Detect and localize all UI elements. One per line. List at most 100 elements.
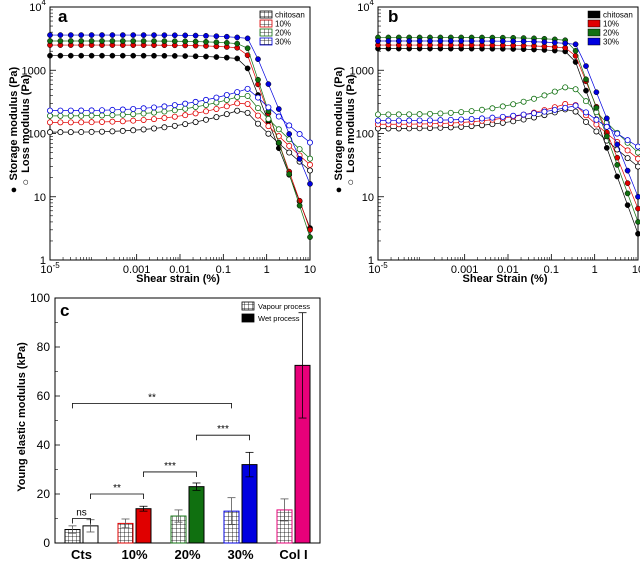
loss-point <box>275 133 282 140</box>
series-chitosan <box>374 45 640 237</box>
loss-point <box>171 107 178 114</box>
loss-point <box>88 107 95 114</box>
bar-wet <box>188 486 205 544</box>
x-tick-exponent: -5 <box>381 261 389 270</box>
loss-point <box>78 107 85 114</box>
storage-point <box>182 32 189 39</box>
x-tick-label: 0.1 <box>544 264 559 276</box>
loss-point <box>520 111 527 118</box>
storage-point <box>67 52 74 59</box>
loss-point <box>140 110 147 117</box>
panel-a-plot: 10-5 0.001 0.01 0.1 1 101101001000104chitosan… <box>22 0 317 276</box>
bar-wet <box>135 508 152 544</box>
loss-point <box>254 94 261 101</box>
y-tick-label: 100 <box>356 129 374 141</box>
storage-point <box>140 52 147 59</box>
storage-point <box>119 32 126 38</box>
storage-point <box>223 39 230 46</box>
loss-point <box>161 103 168 110</box>
legend-label: 10% <box>275 20 291 29</box>
loss-point <box>109 112 116 119</box>
legend-swatch <box>587 10 601 19</box>
loss-point <box>150 109 157 116</box>
loss-point <box>572 86 579 93</box>
loss-point <box>171 122 178 129</box>
storage-point <box>624 202 631 208</box>
panel-c-label: c <box>60 301 69 320</box>
loss-point <box>57 112 64 119</box>
legend-label: 20% <box>603 29 619 38</box>
x-tick-base: 10 <box>40 264 52 276</box>
category-label: 20% <box>174 547 200 562</box>
loss-point <box>306 155 313 162</box>
loss-point <box>306 161 313 168</box>
storage-point <box>583 76 589 83</box>
significance-bracket <box>72 518 91 524</box>
legend-swatch-wet <box>241 313 255 323</box>
legend-swatch <box>587 37 601 46</box>
loss-point <box>562 104 569 111</box>
loss-point <box>635 155 640 162</box>
legend-label: chitosan <box>275 11 305 20</box>
x-tick-label: 10 <box>304 264 316 276</box>
loss-point <box>202 116 209 123</box>
x-tick-label: 10 <box>632 264 640 276</box>
loss-point <box>437 117 444 124</box>
loss-point <box>171 113 178 120</box>
loss-point <box>520 98 527 105</box>
loss-point <box>67 119 74 126</box>
loss-point <box>119 106 126 113</box>
loss-point <box>416 111 423 118</box>
y-tick-label: 20 <box>37 487 51 501</box>
loss-point <box>286 142 293 149</box>
panel-b-y-axis-label: ● Storage modulus (Pa) <box>333 66 345 193</box>
loss-point <box>161 124 168 131</box>
storage-point <box>140 32 147 38</box>
loss-point <box>624 147 631 154</box>
y-tick-label: 40 <box>37 438 51 452</box>
x-tick-label: 10-5 <box>40 261 60 276</box>
panel-b-plot: 10-50.0010.010.11101101001000104chitosan… <box>350 0 640 276</box>
svg-text:● Storage modulus (Pa): ● Storage modulus (Pa) <box>333 66 345 193</box>
panel-a-label: a <box>58 7 68 26</box>
loss-point <box>306 139 313 146</box>
y-tick-exponent: 4 <box>370 0 375 7</box>
storage-point <box>255 56 261 62</box>
category-label: 30% <box>227 547 253 562</box>
loss-point <box>99 118 106 125</box>
loss-point <box>234 100 241 107</box>
series-10pct <box>374 42 640 212</box>
legend-swatch <box>259 10 273 19</box>
storage-point <box>99 32 105 38</box>
loss-point <box>551 88 558 95</box>
loss-point <box>109 128 116 135</box>
storage-point <box>458 38 465 44</box>
storage-point <box>437 38 444 44</box>
svg-text:Young elastic modulus (kPa): Young elastic modulus (kPa) <box>16 342 28 492</box>
storage-point <box>171 38 178 45</box>
loss-point <box>583 109 590 116</box>
loss-point <box>306 167 313 174</box>
significance-label: ** <box>113 483 121 494</box>
loss-point <box>192 103 199 110</box>
loss-point <box>406 111 413 118</box>
loss-point <box>562 84 569 91</box>
storage-point <box>593 104 600 111</box>
legend-label: 30% <box>275 38 291 47</box>
x-tick-label: 1 <box>592 264 598 276</box>
series-20pct <box>47 38 313 240</box>
loss-point <box>254 120 261 127</box>
loss-point <box>385 111 392 118</box>
loss-point <box>531 110 538 117</box>
loss-point <box>635 163 640 170</box>
storage-point <box>130 52 137 59</box>
storage-point <box>151 52 157 59</box>
series-30pct <box>47 32 313 187</box>
y-tick-label: 10 <box>34 192 46 204</box>
loss-point <box>572 108 579 115</box>
loss-point <box>57 107 64 114</box>
panel-a-x-axis-label: Shear strain (%) <box>136 273 220 285</box>
storage-point <box>572 47 579 54</box>
loss-point <box>67 112 74 119</box>
